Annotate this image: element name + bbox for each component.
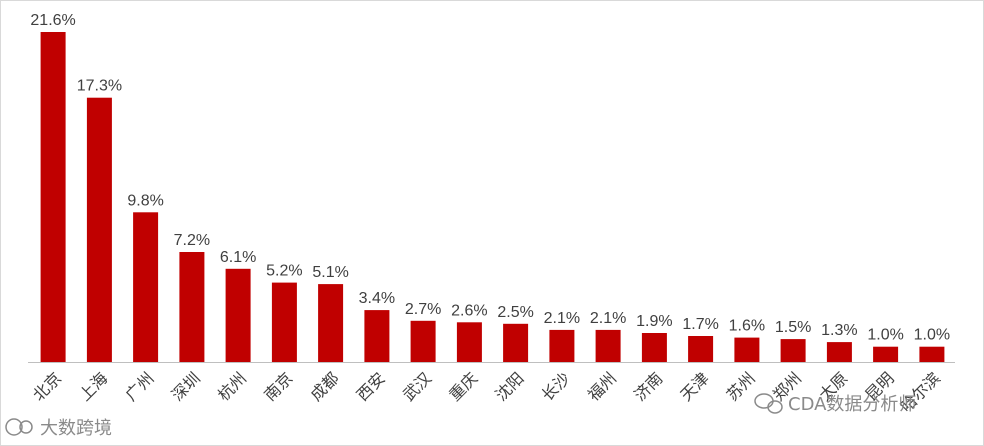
- data-label-18: 1.3%: [821, 322, 857, 339]
- category-label-2: 上海: [75, 369, 111, 405]
- category-label-16: 苏州: [723, 369, 759, 405]
- bar-16: [734, 337, 760, 362]
- bar-11: [503, 323, 529, 362]
- watermark-right-text: CDA数据分析师: [788, 394, 916, 415]
- data-label-14: 1.9%: [636, 313, 672, 330]
- data-label-5: 6.1%: [220, 249, 256, 266]
- bar-6: [271, 282, 297, 362]
- data-label-15: 1.7%: [682, 316, 718, 333]
- bar-8: [364, 310, 390, 362]
- data-label-3: 9.8%: [127, 192, 163, 209]
- data-label-10: 2.6%: [451, 302, 487, 319]
- bar-15: [688, 336, 714, 362]
- data-label-12: 2.1%: [544, 310, 580, 327]
- data-label-13: 2.1%: [590, 310, 626, 327]
- category-label-7: 成都: [307, 369, 343, 405]
- data-label-1: 21.6%: [30, 12, 75, 29]
- category-label-15: 天津: [677, 369, 713, 405]
- watermark-right-icon: [754, 393, 783, 414]
- bar-10: [456, 322, 482, 362]
- bar-2: [86, 97, 112, 362]
- data-label-17: 1.5%: [775, 319, 811, 336]
- category-label-1: 北京: [29, 369, 65, 405]
- bar-12: [549, 329, 575, 362]
- data-label-8: 3.4%: [359, 290, 395, 307]
- data-label-2: 17.3%: [77, 78, 122, 95]
- data-label-11: 2.5%: [497, 304, 533, 321]
- bar-14: [641, 333, 667, 362]
- bar-20: [919, 346, 945, 362]
- data-label-16: 1.6%: [729, 318, 765, 335]
- category-label-5: 杭州: [214, 369, 250, 405]
- category-label-4: 深圳: [168, 369, 204, 405]
- bar-9: [410, 320, 436, 363]
- watermark-left-text: 大数跨境: [40, 418, 112, 439]
- category-label-14: 济南: [630, 369, 666, 405]
- bar-17: [780, 339, 806, 362]
- data-label-4: 7.2%: [174, 232, 210, 249]
- category-label-10: 重庆: [445, 369, 481, 405]
- bar-1: [40, 32, 66, 362]
- data-label-19: 1.0%: [867, 327, 903, 344]
- bar-3: [133, 212, 159, 362]
- watermark-left: 大数跨境: [5, 418, 112, 439]
- data-label-6: 5.2%: [266, 263, 302, 280]
- bar-7: [318, 284, 344, 362]
- data-label-20: 1.0%: [914, 327, 950, 344]
- data-label-9: 2.7%: [405, 301, 441, 318]
- bar-18: [826, 342, 852, 362]
- bar-4: [179, 252, 205, 362]
- category-label-11: 沈阳: [492, 369, 528, 405]
- category-label-3: 广州: [122, 369, 158, 405]
- category-label-12: 长沙: [538, 369, 574, 405]
- bar-13: [595, 329, 621, 362]
- category-label-6: 南京: [260, 369, 296, 405]
- bar-5: [225, 268, 251, 362]
- data-labels-group: 21.6% 17.3% 9.8% 7.2% 6.1% 5.2% 5.1% 3.4% 2.7% 2.…: [30, 12, 950, 344]
- category-label-9: 武汉: [399, 369, 435, 405]
- bars-group: [40, 32, 945, 363]
- category-label-8: 西安: [353, 369, 389, 405]
- bar-19: [873, 346, 899, 362]
- data-label-7: 5.1%: [312, 264, 348, 281]
- category-label-13: 福州: [584, 369, 620, 405]
- watermark-left-icon: [5, 418, 33, 436]
- watermark-right: CDA数据分析师: [754, 393, 916, 415]
